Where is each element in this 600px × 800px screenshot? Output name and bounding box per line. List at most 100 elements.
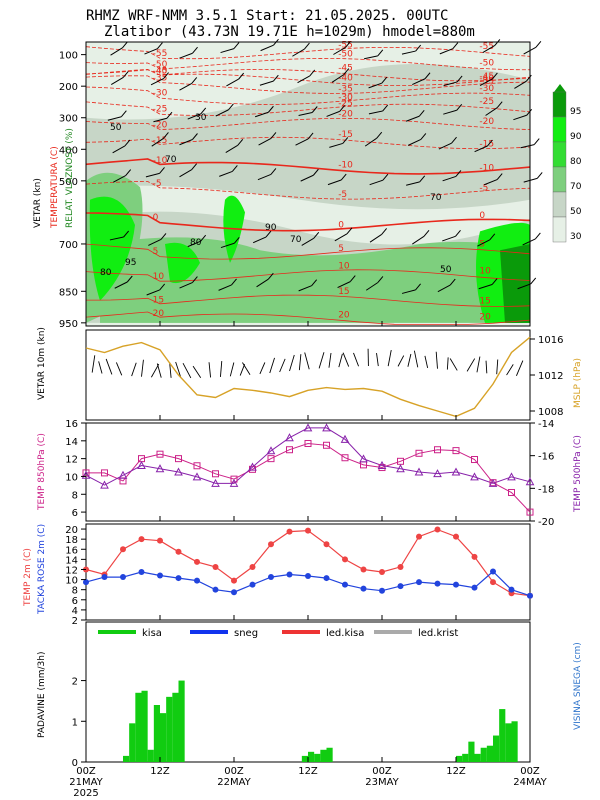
temperature-contour-label: -15 <box>338 130 353 140</box>
temp500-tick-label: -14 <box>538 419 554 430</box>
dewpoint2m-point <box>360 585 367 592</box>
wind-barb <box>151 138 164 147</box>
surface-wind-barb <box>424 355 429 369</box>
wind-barb <box>259 80 274 86</box>
temp850-tick-label: 16 <box>65 419 78 430</box>
wind-barb <box>153 117 168 123</box>
temp500-tick-label: -20 <box>538 517 554 528</box>
dewpoint2m-point <box>268 574 274 581</box>
temp500-point <box>470 472 479 481</box>
wind-barb-feather <box>530 277 537 285</box>
pressure-tick-label: 400 <box>59 145 78 156</box>
wind-barb-feather <box>381 76 388 84</box>
wind-barb-feather <box>342 137 349 144</box>
ylabel-humidity: RELAT. VLAZNOST (%) <box>65 128 75 228</box>
temp500-point <box>248 462 257 471</box>
temperature-contour-label: 15 <box>153 295 164 305</box>
temp500-point <box>100 480 109 489</box>
temperature-contours: -55-55 -55-50-50-50-45 -45-45-40-40 -40-35-… <box>85 41 531 325</box>
surface-wind-barb <box>506 364 514 376</box>
wind-barb <box>443 109 457 115</box>
wind-barb-feather <box>423 230 430 237</box>
wind-barb-feather <box>418 109 425 117</box>
wind-barb <box>292 48 305 57</box>
legend-swatch <box>282 630 320 634</box>
pressure-tick-label: 200 <box>59 82 78 93</box>
wind-barb <box>257 173 272 181</box>
wind-barb-feather <box>122 71 129 78</box>
temp2m-point <box>268 541 274 548</box>
surface-wind-barb <box>115 362 123 376</box>
temp2m-point <box>305 527 311 534</box>
wind-barb <box>220 242 235 249</box>
temperature-contour-label: 10 <box>338 261 350 271</box>
temp2m-point <box>379 569 385 575</box>
temperature-contour-label: -25 <box>338 99 353 109</box>
time-tick-date: 21MAY <box>69 777 103 788</box>
wind-barb <box>484 179 498 186</box>
ylabel-temp2m: TEMP 2m (C) <box>23 548 33 607</box>
temp2m-tick-label: 16 <box>65 545 78 556</box>
temperature-contour-label: -40 <box>479 74 494 84</box>
surface-wind-barb <box>376 352 379 367</box>
surface-wind-barb <box>279 358 286 373</box>
temperature-contour <box>85 68 531 86</box>
temp2m-point <box>453 533 459 540</box>
wind-barb-feather <box>231 278 237 286</box>
temp850-point <box>323 441 330 449</box>
legend-swatch <box>552 91 567 118</box>
surface-wind-barb <box>208 362 212 378</box>
wind-barb <box>179 169 192 178</box>
wind-barb-feather <box>382 173 389 181</box>
temperature-contour-label: -10 <box>153 156 168 166</box>
humidity-legend: 95 90 80 70 50 30 <box>552 84 582 243</box>
precip-bar <box>486 745 493 762</box>
wind-barb-feather <box>233 42 240 49</box>
temp850-point <box>175 455 182 463</box>
temperature-contour-label: -45 <box>338 64 353 74</box>
panel-surface-wind-mslp: 1016 1012 1008 VETAR 10m (kn) MSLP (hPa) <box>37 327 583 421</box>
wind-barb <box>219 170 233 177</box>
humidity-area-bright-west <box>89 196 135 301</box>
temperature-contour-label: -55 <box>479 42 494 52</box>
temp500-point <box>322 423 331 432</box>
precip-tick-label: 0 <box>72 758 78 769</box>
wind-barb <box>437 284 451 293</box>
temp850-point <box>452 447 460 455</box>
ylabel-precip: PADAVINE (mm/3h) <box>37 652 47 738</box>
pressure-tick-label: 300 <box>59 114 78 125</box>
dewpoint2m-point <box>305 573 311 580</box>
temperature-contour <box>85 212 531 232</box>
wind-barb <box>364 55 378 60</box>
wind-barb <box>179 83 192 91</box>
surface-wind-barb <box>304 352 310 370</box>
surface-wind-barb <box>239 364 246 376</box>
temperature-contour-label: -55 <box>153 49 168 59</box>
wind-barb-feather <box>124 139 131 147</box>
temperature-contour-label: 5 <box>479 240 485 250</box>
temp850-point <box>230 475 238 483</box>
temp850-point <box>508 488 515 496</box>
wind-barb <box>368 82 382 89</box>
wind-barb <box>148 238 162 246</box>
surface-wind-barb <box>318 352 325 369</box>
humidity-contour-label: 30 <box>195 113 207 123</box>
precip-legend: kisa sneg led.kisa led.krist <box>98 628 458 639</box>
temp850-tick-label: 12 <box>65 455 78 466</box>
surface-wind-barb <box>259 362 266 375</box>
time-tick-hour: 00Z <box>76 766 96 777</box>
surface-wind-barb <box>91 355 96 373</box>
surface-wind-barb <box>141 359 144 377</box>
wind-barb-feather <box>339 105 346 112</box>
mslp-tick-label: 1016 <box>538 335 563 346</box>
temp850-tick-label: 10 <box>65 472 78 483</box>
wind-barb <box>438 142 452 150</box>
wind-barb <box>112 145 126 154</box>
humidity-contour-label: 50 <box>110 123 122 133</box>
temp2m-tick-label: 10 <box>65 576 78 587</box>
wind-barb <box>113 175 126 183</box>
precip-ticks: 2 1 0 <box>72 677 86 769</box>
temp2m-point <box>434 526 441 533</box>
ylabel-dewpoint2m: TACKA ROSE 2m (C) <box>37 524 47 615</box>
